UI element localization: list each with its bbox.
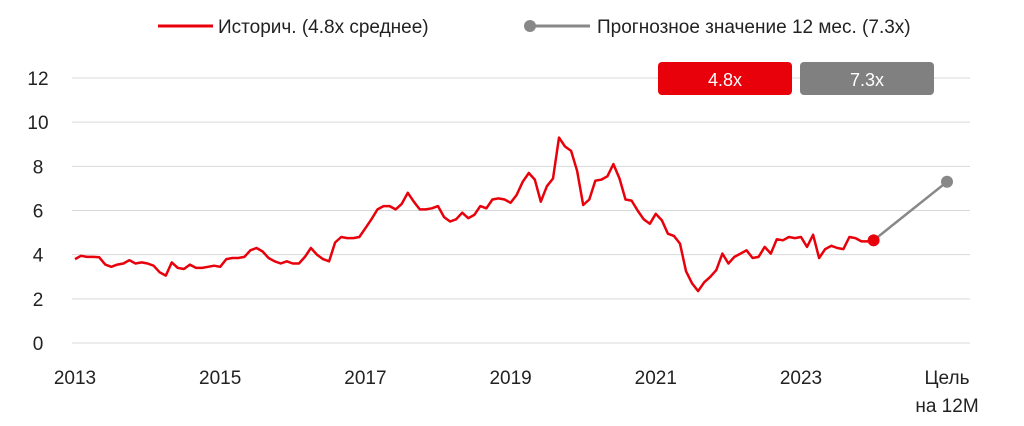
x-tick-label: 2017 [344, 368, 386, 389]
x-tick-label-target: Цель [925, 368, 970, 389]
legend-forecast-marker [524, 20, 536, 32]
historical-last-point [867, 234, 880, 247]
x-tick-label: 2015 [199, 368, 241, 389]
gridlines [72, 77, 970, 344]
legend-historical-label: Историч. (4.8х среднее) [218, 17, 429, 38]
badge-historical [658, 62, 792, 95]
y-tick-label: 2 [33, 290, 44, 311]
badge-label: 4.8x [708, 70, 742, 90]
x-tick-label: 2013 [54, 368, 96, 389]
y-tick-label: 0 [33, 334, 44, 355]
x-axis: 2013 2015 2017 2019 2021 2023 Цель на 12М [54, 368, 979, 417]
badges: 4.8x 7.3x [658, 62, 934, 95]
y-tick-label: 10 [27, 113, 48, 134]
legend: Историч. (4.8х среднее) Прогнозное значе… [158, 17, 911, 38]
y-axis: 0 2 4 6 8 10 12 [27, 69, 48, 355]
y-tick-label: 6 [33, 202, 44, 223]
legend-forecast-label: Прогнозное значение 12 мес. (7.3x) [597, 17, 911, 38]
badge-label: 7.3x [850, 70, 884, 90]
y-tick-label: 8 [33, 157, 44, 178]
x-tick-label: 2019 [489, 368, 531, 389]
forecast-line [872, 180, 948, 242]
x-tick-label: 2021 [635, 368, 677, 389]
badge-forecast [800, 62, 934, 95]
x-tick-label-target: на 12М [915, 396, 978, 417]
y-tick-label: 12 [27, 69, 48, 90]
plot-area [74, 136, 953, 293]
historical-line [74, 136, 874, 293]
forecast-target-point [941, 175, 953, 188]
x-tick-label: 2023 [780, 368, 822, 389]
y-tick-label: 4 [33, 246, 44, 267]
